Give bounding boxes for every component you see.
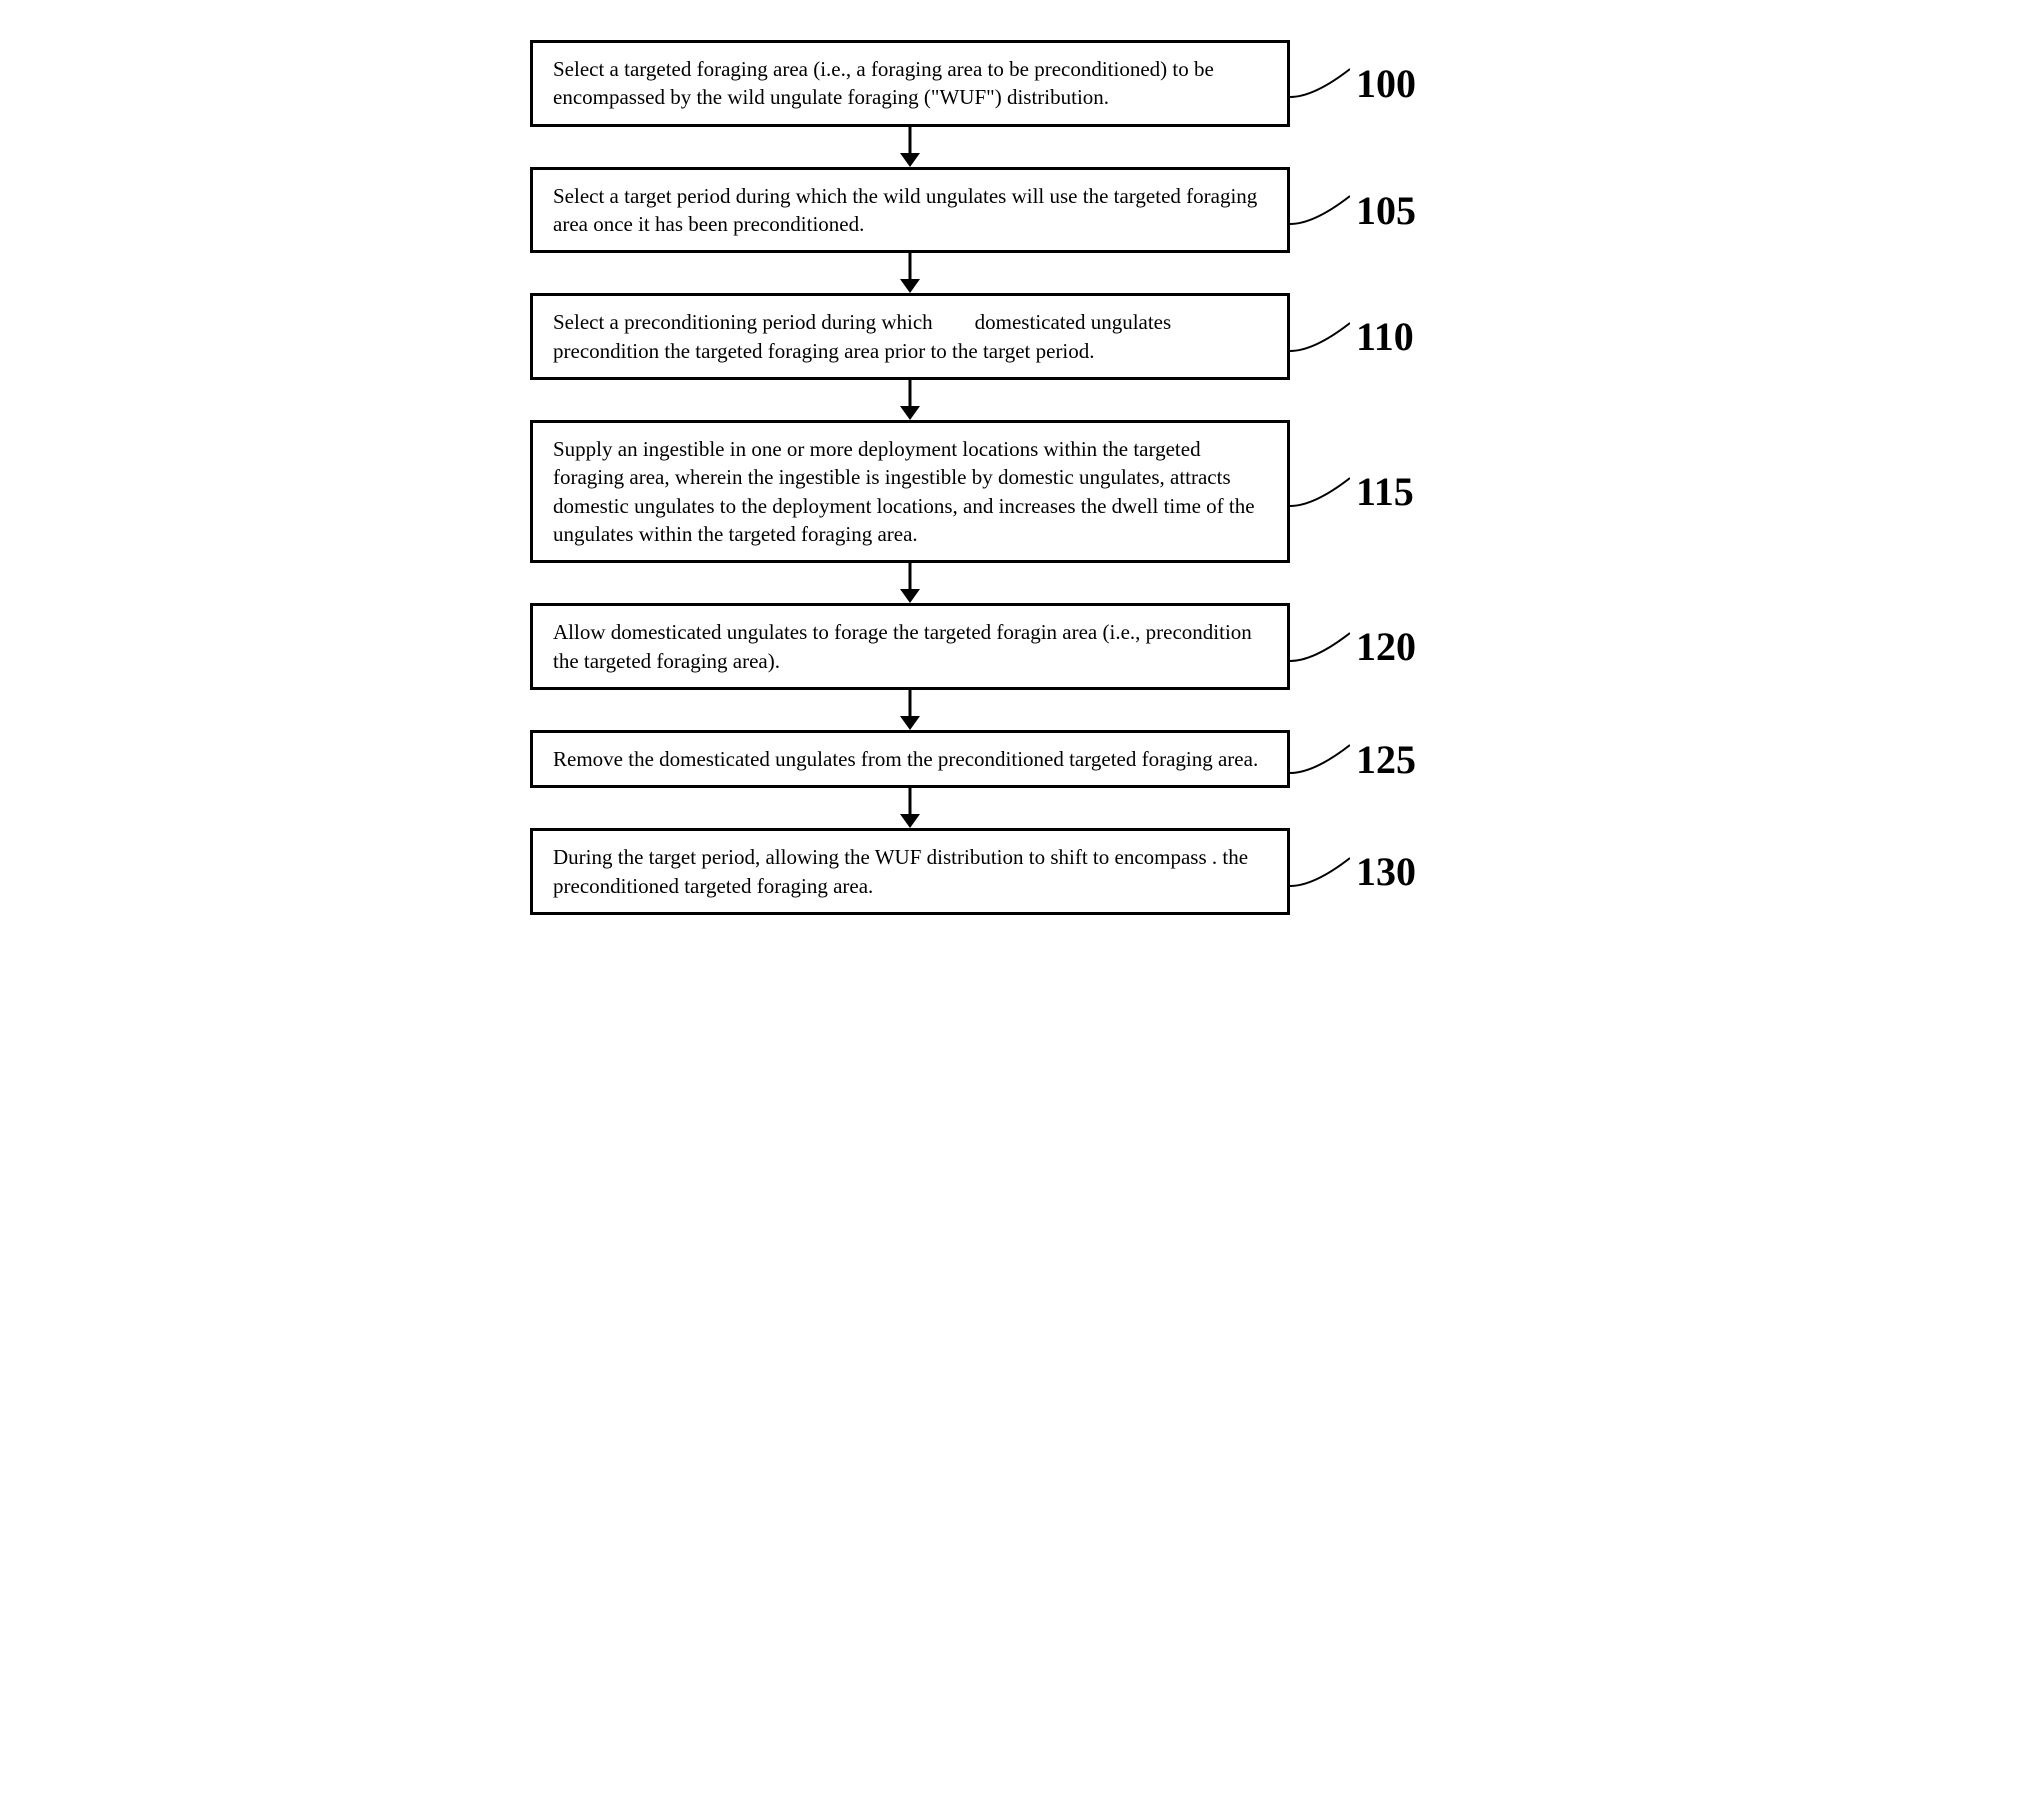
step-box: Remove the domesticated ungulates from t… [530, 730, 1290, 788]
step-label: 105 [1356, 187, 1416, 234]
flow-arrow [530, 127, 1290, 167]
step-label-group: 130 [1290, 848, 1470, 895]
step-row: During the target period, allowing the W… [530, 828, 1490, 915]
flowchart-diagram: Select a targeted foraging area (i.e., a… [530, 40, 1490, 915]
leader-line [1290, 741, 1350, 777]
step-label-group: 120 [1290, 623, 1470, 670]
step-row: Remove the domesticated ungulates from t… [530, 730, 1490, 788]
flow-arrow [530, 253, 1290, 293]
step-box: Select a target period during which the … [530, 167, 1290, 254]
step-label: 115 [1356, 468, 1414, 515]
leader-line [1290, 629, 1350, 665]
flow-arrow [530, 788, 1290, 828]
step-box: Select a preconditioning period during w… [530, 293, 1290, 380]
step-label: 100 [1356, 60, 1416, 107]
step-box: During the target period, allowing the W… [530, 828, 1290, 915]
leader-line [1290, 854, 1350, 890]
step-row: Allow domesticated ungulates to forage t… [530, 603, 1490, 690]
step-label-group: 125 [1290, 736, 1470, 783]
step-box: Supply an ingestible in one or more depl… [530, 420, 1290, 563]
leader-line [1290, 65, 1350, 101]
step-label: 110 [1356, 313, 1414, 360]
flow-arrow [530, 380, 1290, 420]
step-label-group: 115 [1290, 468, 1470, 515]
leader-line [1290, 319, 1350, 355]
flow-arrow [530, 563, 1290, 603]
flow-arrow [530, 690, 1290, 730]
step-row: Select a targeted foraging area (i.e., a… [530, 40, 1490, 127]
step-row: Supply an ingestible in one or more depl… [530, 420, 1490, 563]
leader-line [1290, 192, 1350, 228]
leader-line [1290, 474, 1350, 510]
step-row: Select a preconditioning period during w… [530, 293, 1490, 380]
step-label-group: 105 [1290, 187, 1470, 234]
step-box: Select a targeted foraging area (i.e., a… [530, 40, 1290, 127]
step-label-group: 110 [1290, 313, 1470, 360]
step-label: 125 [1356, 736, 1416, 783]
step-row: Select a target period during which the … [530, 167, 1490, 254]
step-label-group: 100 [1290, 60, 1470, 107]
step-box: Allow domesticated ungulates to forage t… [530, 603, 1290, 690]
step-label: 120 [1356, 623, 1416, 670]
step-label: 130 [1356, 848, 1416, 895]
